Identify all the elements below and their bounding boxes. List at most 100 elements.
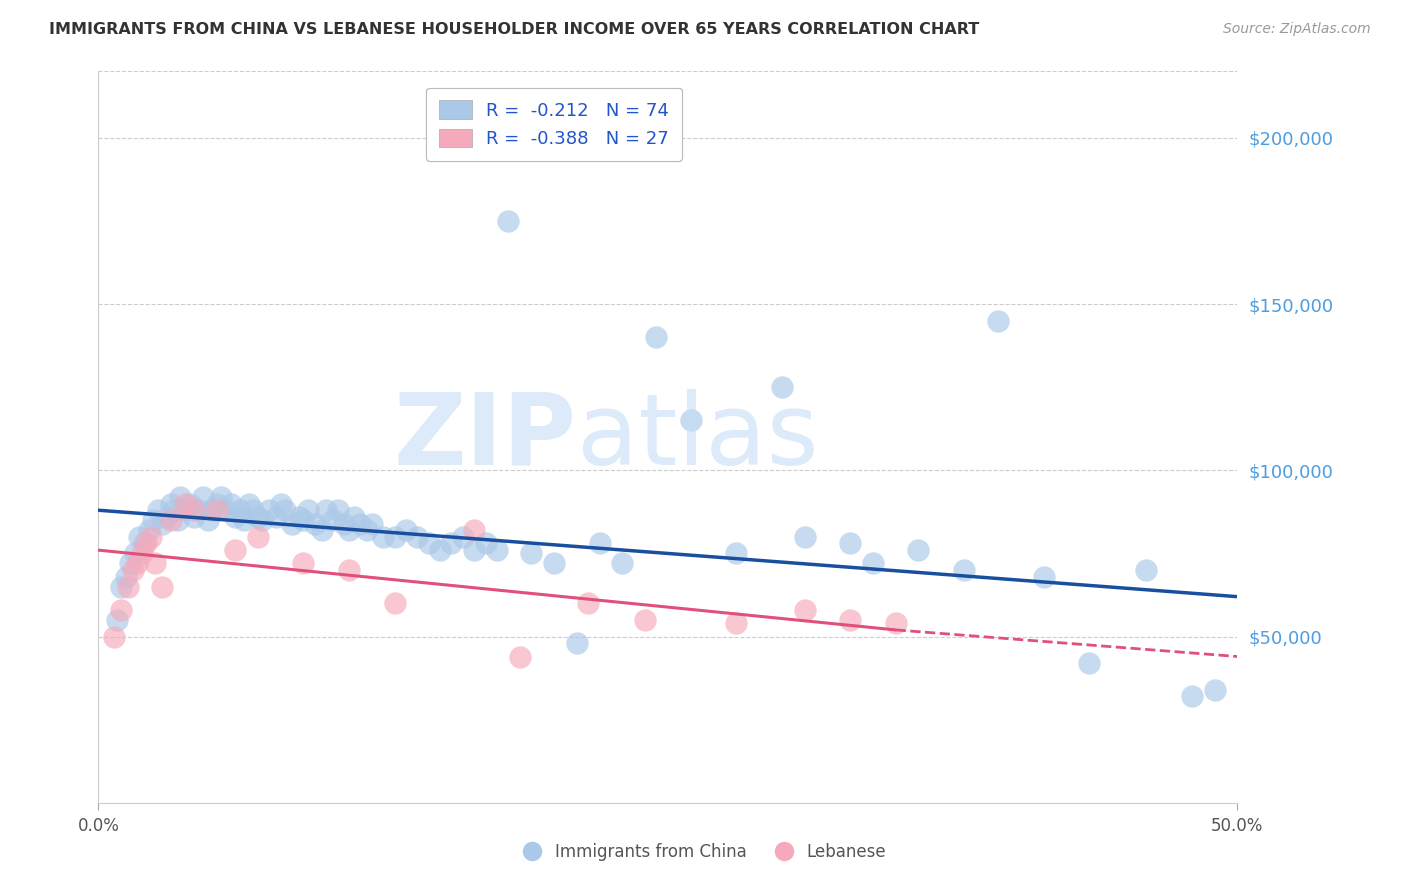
- Point: [174, 497, 197, 511]
- Point: [612, 557, 634, 571]
- Point: [205, 497, 228, 511]
- Point: [770, 380, 793, 394]
- Text: IMMIGRANTS FROM CHINA VS LEBANESE HOUSEHOLDER INCOME OVER 65 YEARS CORRELATION C: IMMIGRANTS FROM CHINA VS LEBANESE HOUSEH…: [49, 22, 980, 37]
- Text: atlas: atlas: [576, 389, 818, 485]
- Point: [498, 214, 520, 228]
- Point: [233, 513, 256, 527]
- Point: [406, 530, 429, 544]
- Point: [326, 503, 349, 517]
- Point: [117, 580, 139, 594]
- Point: [440, 536, 463, 550]
- Point: [201, 503, 224, 517]
- Point: [167, 513, 190, 527]
- Point: [160, 513, 183, 527]
- Point: [264, 509, 287, 524]
- Point: [907, 543, 929, 558]
- Point: [274, 503, 297, 517]
- Point: [252, 513, 274, 527]
- Point: [183, 503, 205, 517]
- Point: [205, 503, 228, 517]
- Point: [179, 497, 201, 511]
- Point: [356, 523, 378, 537]
- Point: [238, 497, 260, 511]
- Point: [246, 509, 269, 524]
- Legend: Immigrants from China, Lebanese: Immigrants from China, Lebanese: [513, 837, 893, 868]
- Point: [169, 490, 191, 504]
- Point: [146, 503, 169, 517]
- Point: [224, 509, 246, 524]
- Point: [360, 516, 382, 531]
- Point: [138, 523, 160, 537]
- Point: [135, 536, 157, 550]
- Point: [246, 530, 269, 544]
- Point: [463, 523, 485, 537]
- Point: [987, 314, 1010, 328]
- Point: [384, 530, 406, 544]
- Point: [121, 563, 143, 577]
- Point: [215, 503, 238, 517]
- Point: [228, 503, 250, 517]
- Point: [304, 516, 326, 531]
- Point: [839, 536, 862, 550]
- Point: [342, 509, 364, 524]
- Point: [1181, 690, 1204, 704]
- Text: ZIP: ZIP: [394, 389, 576, 485]
- Point: [124, 546, 146, 560]
- Point: [337, 523, 360, 537]
- Point: [565, 636, 588, 650]
- Point: [543, 557, 565, 571]
- Legend: R =  -0.212   N = 74, R =  -0.388   N = 27: R = -0.212 N = 74, R = -0.388 N = 27: [426, 87, 682, 161]
- Point: [160, 497, 183, 511]
- Point: [131, 546, 153, 560]
- Point: [193, 490, 215, 504]
- Point: [292, 557, 315, 571]
- Point: [270, 497, 292, 511]
- Point: [187, 503, 209, 517]
- Point: [105, 613, 128, 627]
- Point: [429, 543, 451, 558]
- Point: [1135, 563, 1157, 577]
- Point: [463, 543, 485, 558]
- Point: [242, 503, 264, 517]
- Point: [645, 330, 668, 344]
- Point: [509, 649, 531, 664]
- Point: [297, 503, 319, 517]
- Point: [862, 557, 884, 571]
- Point: [139, 530, 162, 544]
- Point: [127, 557, 149, 571]
- Point: [395, 523, 418, 537]
- Point: [150, 580, 173, 594]
- Point: [634, 613, 657, 627]
- Point: [292, 513, 315, 527]
- Point: [259, 503, 281, 517]
- Point: [1204, 682, 1226, 697]
- Point: [103, 630, 125, 644]
- Point: [174, 503, 197, 517]
- Point: [288, 509, 311, 524]
- Point: [418, 536, 440, 550]
- Point: [197, 513, 219, 527]
- Point: [725, 546, 748, 560]
- Point: [145, 557, 167, 571]
- Point: [793, 603, 815, 617]
- Point: [114, 570, 136, 584]
- Point: [474, 536, 496, 550]
- Point: [884, 616, 907, 631]
- Point: [128, 530, 150, 544]
- Point: [384, 596, 406, 610]
- Point: [520, 546, 543, 560]
- Point: [486, 543, 509, 558]
- Point: [156, 509, 179, 524]
- Point: [793, 530, 815, 544]
- Point: [322, 513, 344, 527]
- Point: [839, 613, 862, 627]
- Point: [224, 543, 246, 558]
- Point: [953, 563, 976, 577]
- Point: [110, 580, 132, 594]
- Point: [451, 530, 474, 544]
- Point: [120, 557, 142, 571]
- Point: [679, 413, 702, 427]
- Point: [311, 523, 333, 537]
- Point: [315, 503, 337, 517]
- Point: [349, 516, 371, 531]
